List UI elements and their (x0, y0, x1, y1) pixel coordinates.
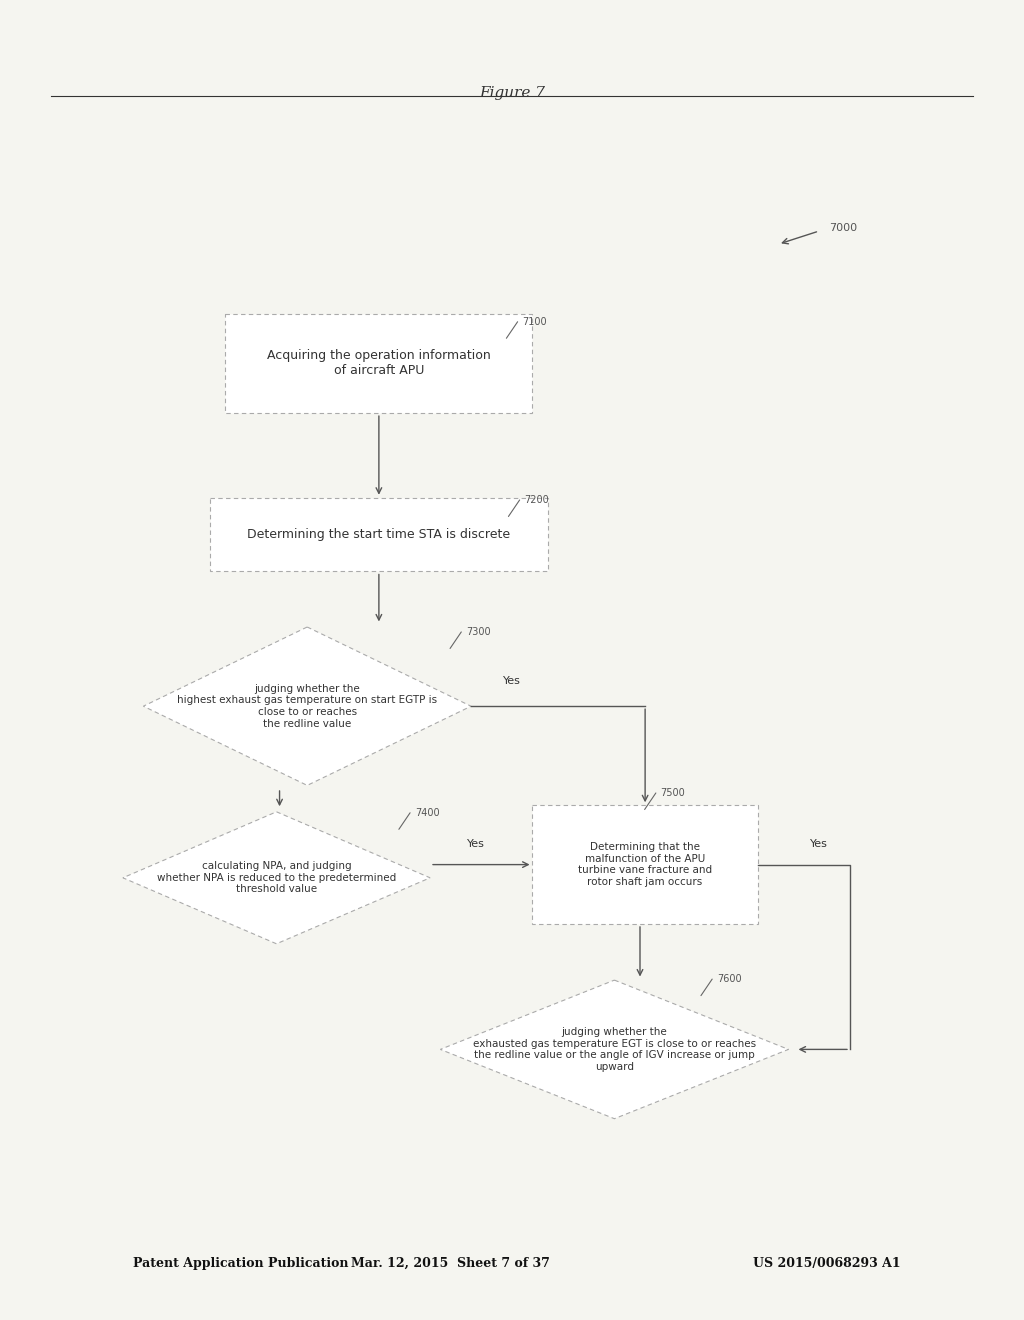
FancyBboxPatch shape (210, 498, 548, 570)
Text: 7300: 7300 (466, 627, 490, 638)
Text: Mar. 12, 2015  Sheet 7 of 37: Mar. 12, 2015 Sheet 7 of 37 (351, 1257, 550, 1270)
Text: Acquiring the operation information
of aircraft APU: Acquiring the operation information of a… (267, 348, 490, 378)
Text: 7100: 7100 (522, 317, 547, 327)
Text: judging whether the
exhausted gas temperature EGT is close to or reaches
the red: judging whether the exhausted gas temper… (473, 1027, 756, 1072)
Text: Determining the start time STA is discrete: Determining the start time STA is discre… (248, 528, 510, 541)
Text: Yes: Yes (503, 676, 521, 686)
Text: Determining that the
malfunction of the APU
turbine vane fracture and
rotor shaf: Determining that the malfunction of the … (579, 842, 712, 887)
Text: 7400: 7400 (415, 808, 439, 818)
Text: 7600: 7600 (717, 974, 741, 985)
Text: 7200: 7200 (524, 495, 549, 506)
Text: judging whether the
highest exhaust gas temperature on start EGTP is
close to or: judging whether the highest exhaust gas … (177, 684, 437, 729)
Text: 7000: 7000 (829, 223, 857, 234)
Text: Yes: Yes (810, 838, 828, 849)
Polygon shape (143, 627, 471, 785)
Text: Yes: Yes (467, 838, 485, 849)
Polygon shape (123, 812, 430, 944)
Text: Patent Application Publication: Patent Application Publication (133, 1257, 348, 1270)
Polygon shape (440, 979, 788, 1119)
Text: US 2015/0068293 A1: US 2015/0068293 A1 (754, 1257, 901, 1270)
FancyBboxPatch shape (532, 805, 758, 924)
FancyBboxPatch shape (225, 314, 532, 412)
Text: Figure 7: Figure 7 (479, 86, 545, 100)
Text: calculating NPA, and judging
whether NPA is reduced to the predetermined
thresho: calculating NPA, and judging whether NPA… (157, 861, 396, 895)
Text: 7500: 7500 (660, 788, 685, 799)
